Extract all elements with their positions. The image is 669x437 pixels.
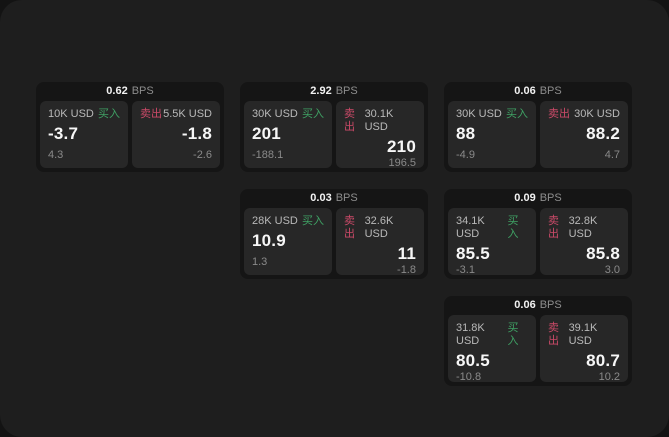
buy-panel[interactable]: 30K USD 买入 201 -188.1 [244,101,332,168]
buy-delta: 1.3 [252,256,268,268]
buy-tag: 买入 [98,108,120,120]
sell-tag: 卖出 [344,108,355,133]
quote-card: 0.03 BPS 28K USD 买入 10.9 1.3 卖出 32.6K US… [240,189,428,279]
bps-value: 0.62 [106,85,128,97]
quote-panels: 30K USD 买入 88 -4.9 卖出 30K USD 88.2 4.7 [448,101,628,168]
sell-size: 30K USD [574,108,620,120]
sell-size: 5.5K USD [163,108,212,120]
quote-panels: 34.1K USD 买入 85.5 -3.1 卖出 32.8K USD 85.8… [448,208,628,276]
sell-panel[interactable]: 卖出 30.1K USD 210 196.5 [336,101,424,169]
sell-tag: 卖出 [140,108,162,120]
bps-unit-label: BPS [335,192,358,204]
bps-unit-label: BPS [539,85,562,97]
quote-card: 0.09 BPS 34.1K USD 买入 85.5 -3.1 卖出 32.8K… [444,189,632,279]
buy-delta: -4.9 [456,149,475,161]
sell-panel[interactable]: 卖出 5.5K USD -1.8 -2.6 [132,101,220,168]
buy-delta: -188.1 [252,149,284,161]
sell-price: 88.2 [586,124,620,143]
sell-delta: -2.6 [193,149,212,161]
buy-size: 10K USD [48,108,94,120]
sell-price: 210 [387,137,416,156]
bps-value: 0.06 [514,299,536,311]
card-header: 0.62 BPS [40,82,220,101]
buy-size: 30K USD [456,108,502,120]
sell-delta: -1.8 [397,264,416,276]
buy-size: 28K USD [252,215,298,227]
sell-tag: 卖出 [548,322,559,347]
card-header: 0.06 BPS [448,82,628,101]
bps-value: 0.06 [514,85,536,97]
sell-tag: 卖出 [548,215,559,240]
quote-panels: 10K USD 买入 -3.7 4.3 卖出 5.5K USD -1.8 -2.… [40,101,220,168]
buy-panel[interactable]: 31.8K USD 买入 80.5 -10.8 [448,315,536,383]
bps-unit-label: BPS [539,299,562,311]
buy-tag: 买入 [507,215,519,240]
buy-panel[interactable]: 30K USD 买入 88 -4.9 [448,101,536,168]
buy-size: 30K USD [252,108,298,120]
bps-value: 0.03 [310,192,332,204]
quote-card: 0.06 BPS 30K USD 买入 88 -4.9 卖出 30K USD [444,82,632,172]
sell-price: 85.8 [586,244,620,263]
buy-price: 10.9 [252,231,286,250]
buy-tag: 买入 [302,215,324,227]
sell-size: 32.8K USD [568,215,598,240]
quote-card: 0.06 BPS 31.8K USD 买入 80.5 -10.8 卖出 39.1… [444,296,632,386]
sell-size: 39.1K USD [568,322,598,347]
sell-price: -1.8 [181,124,212,143]
buy-size: 31.8K USD [456,322,485,347]
buy-price: -3.7 [48,124,79,143]
buy-tag: 买入 [302,108,324,120]
sell-price: 80.7 [586,351,620,370]
sell-delta: 10.2 [598,371,620,383]
quote-grid: 0.62 BPS 10K USD 买入 -3.7 4.3 卖出 5.5K USD [36,82,632,386]
card-header: 2.92 BPS [244,82,424,101]
buy-tag: 买入 [507,322,519,347]
buy-price: 80.5 [456,351,490,370]
bps-unit-label: BPS [539,192,562,204]
sell-panel[interactable]: 卖出 32.6K USD 11 -1.8 [336,208,424,276]
buy-price: 85.5 [456,244,490,263]
quote-panels: 28K USD 买入 10.9 1.3 卖出 32.6K USD 11 -1.8 [244,208,424,276]
bps-value: 0.09 [514,192,536,204]
sell-tag: 卖出 [548,108,570,120]
quote-card: 0.62 BPS 10K USD 买入 -3.7 4.3 卖出 5.5K USD [36,82,224,172]
quote-card: 2.92 BPS 30K USD 买入 201 -188.1 卖出 30.1K … [240,82,428,172]
buy-price: 201 [252,124,281,143]
quote-panels: 30K USD 买入 201 -188.1 卖出 30.1K USD 210 1… [244,101,424,169]
sell-panel[interactable]: 卖出 39.1K USD 80.7 10.2 [540,315,628,383]
sell-tag: 卖出 [344,215,355,240]
card-header: 0.06 BPS [448,296,628,315]
buy-panel[interactable]: 10K USD 买入 -3.7 4.3 [40,101,128,168]
buy-panel[interactable]: 34.1K USD 买入 85.5 -3.1 [448,208,536,276]
buy-tag: 买入 [506,108,528,120]
bps-unit-label: BPS [335,85,358,97]
buy-size: 34.1K USD [456,215,485,240]
buy-panel[interactable]: 28K USD 买入 10.9 1.3 [244,208,332,275]
sell-delta: 196.5 [388,157,416,169]
buy-price: 88 [456,124,476,143]
card-header: 0.09 BPS [448,189,628,208]
sell-panel[interactable]: 卖出 30K USD 88.2 4.7 [540,101,628,168]
buy-delta: 4.3 [48,149,64,161]
sell-panel[interactable]: 卖出 32.8K USD 85.8 3.0 [540,208,628,276]
buy-delta: -3.1 [456,264,475,276]
quote-panels: 31.8K USD 买入 80.5 -10.8 卖出 39.1K USD 80.… [448,315,628,383]
sell-size: 32.6K USD [364,215,394,240]
sell-delta: 4.7 [604,149,620,161]
bps-unit-label: BPS [131,85,154,97]
sell-size: 30.1K USD [364,108,394,133]
sell-delta: 3.0 [604,264,620,276]
sell-price: 11 [397,244,416,263]
bps-value: 2.92 [310,85,332,97]
buy-delta: -10.8 [456,371,482,383]
card-header: 0.03 BPS [244,189,424,208]
